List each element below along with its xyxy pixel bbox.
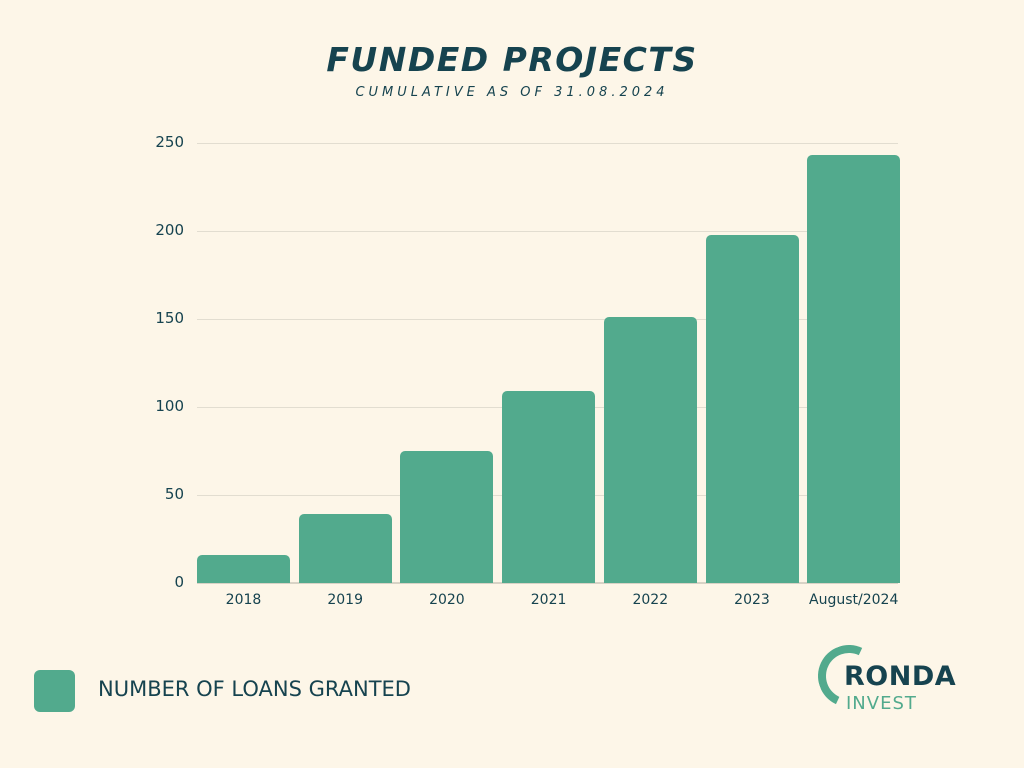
y-tick-label: 100 (155, 397, 184, 415)
y-tick-label: 150 (155, 309, 184, 327)
bar-2022 (603, 317, 697, 583)
x-tick-label: 2020 (429, 592, 465, 608)
ronda-invest-logo: RONDA INVEST (809, 636, 968, 716)
plot-area (197, 143, 901, 584)
x-tick-label: August/2024 (809, 592, 899, 608)
bar-2019 (298, 514, 392, 583)
logo-primary-text: RONDA (844, 661, 957, 692)
x-axis-line (197, 582, 898, 584)
gridline (197, 143, 898, 144)
y-tick-label: 50 (164, 485, 184, 503)
x-tick-label: 2023 (734, 592, 770, 608)
gridline (197, 231, 898, 232)
legend-label: NUMBER OF LOANS GRANTED (98, 677, 411, 701)
bar-august-2024 (807, 155, 901, 583)
x-tick-label: 2022 (632, 592, 669, 608)
y-tick-label: 250 (155, 133, 184, 151)
chart-subtitle: CUMULATIVE AS OF 31.08.2024 (355, 85, 669, 100)
y-tick-label: 0 (174, 573, 184, 591)
x-tick-label: 2018 (225, 592, 262, 608)
bar-2020 (400, 451, 494, 583)
x-tick-label: 2019 (327, 592, 363, 608)
bar-2018 (197, 554, 290, 583)
chart-title: FUNDED PROJECTS (326, 40, 698, 79)
x-tick-label: 2021 (530, 592, 567, 608)
bar-2021 (502, 391, 596, 583)
bar-2023 (705, 234, 799, 583)
y-tick-label: 200 (155, 221, 184, 239)
gridline (197, 319, 898, 320)
logo-secondary-text: INVEST (846, 693, 917, 714)
legend-swatch (34, 670, 75, 712)
